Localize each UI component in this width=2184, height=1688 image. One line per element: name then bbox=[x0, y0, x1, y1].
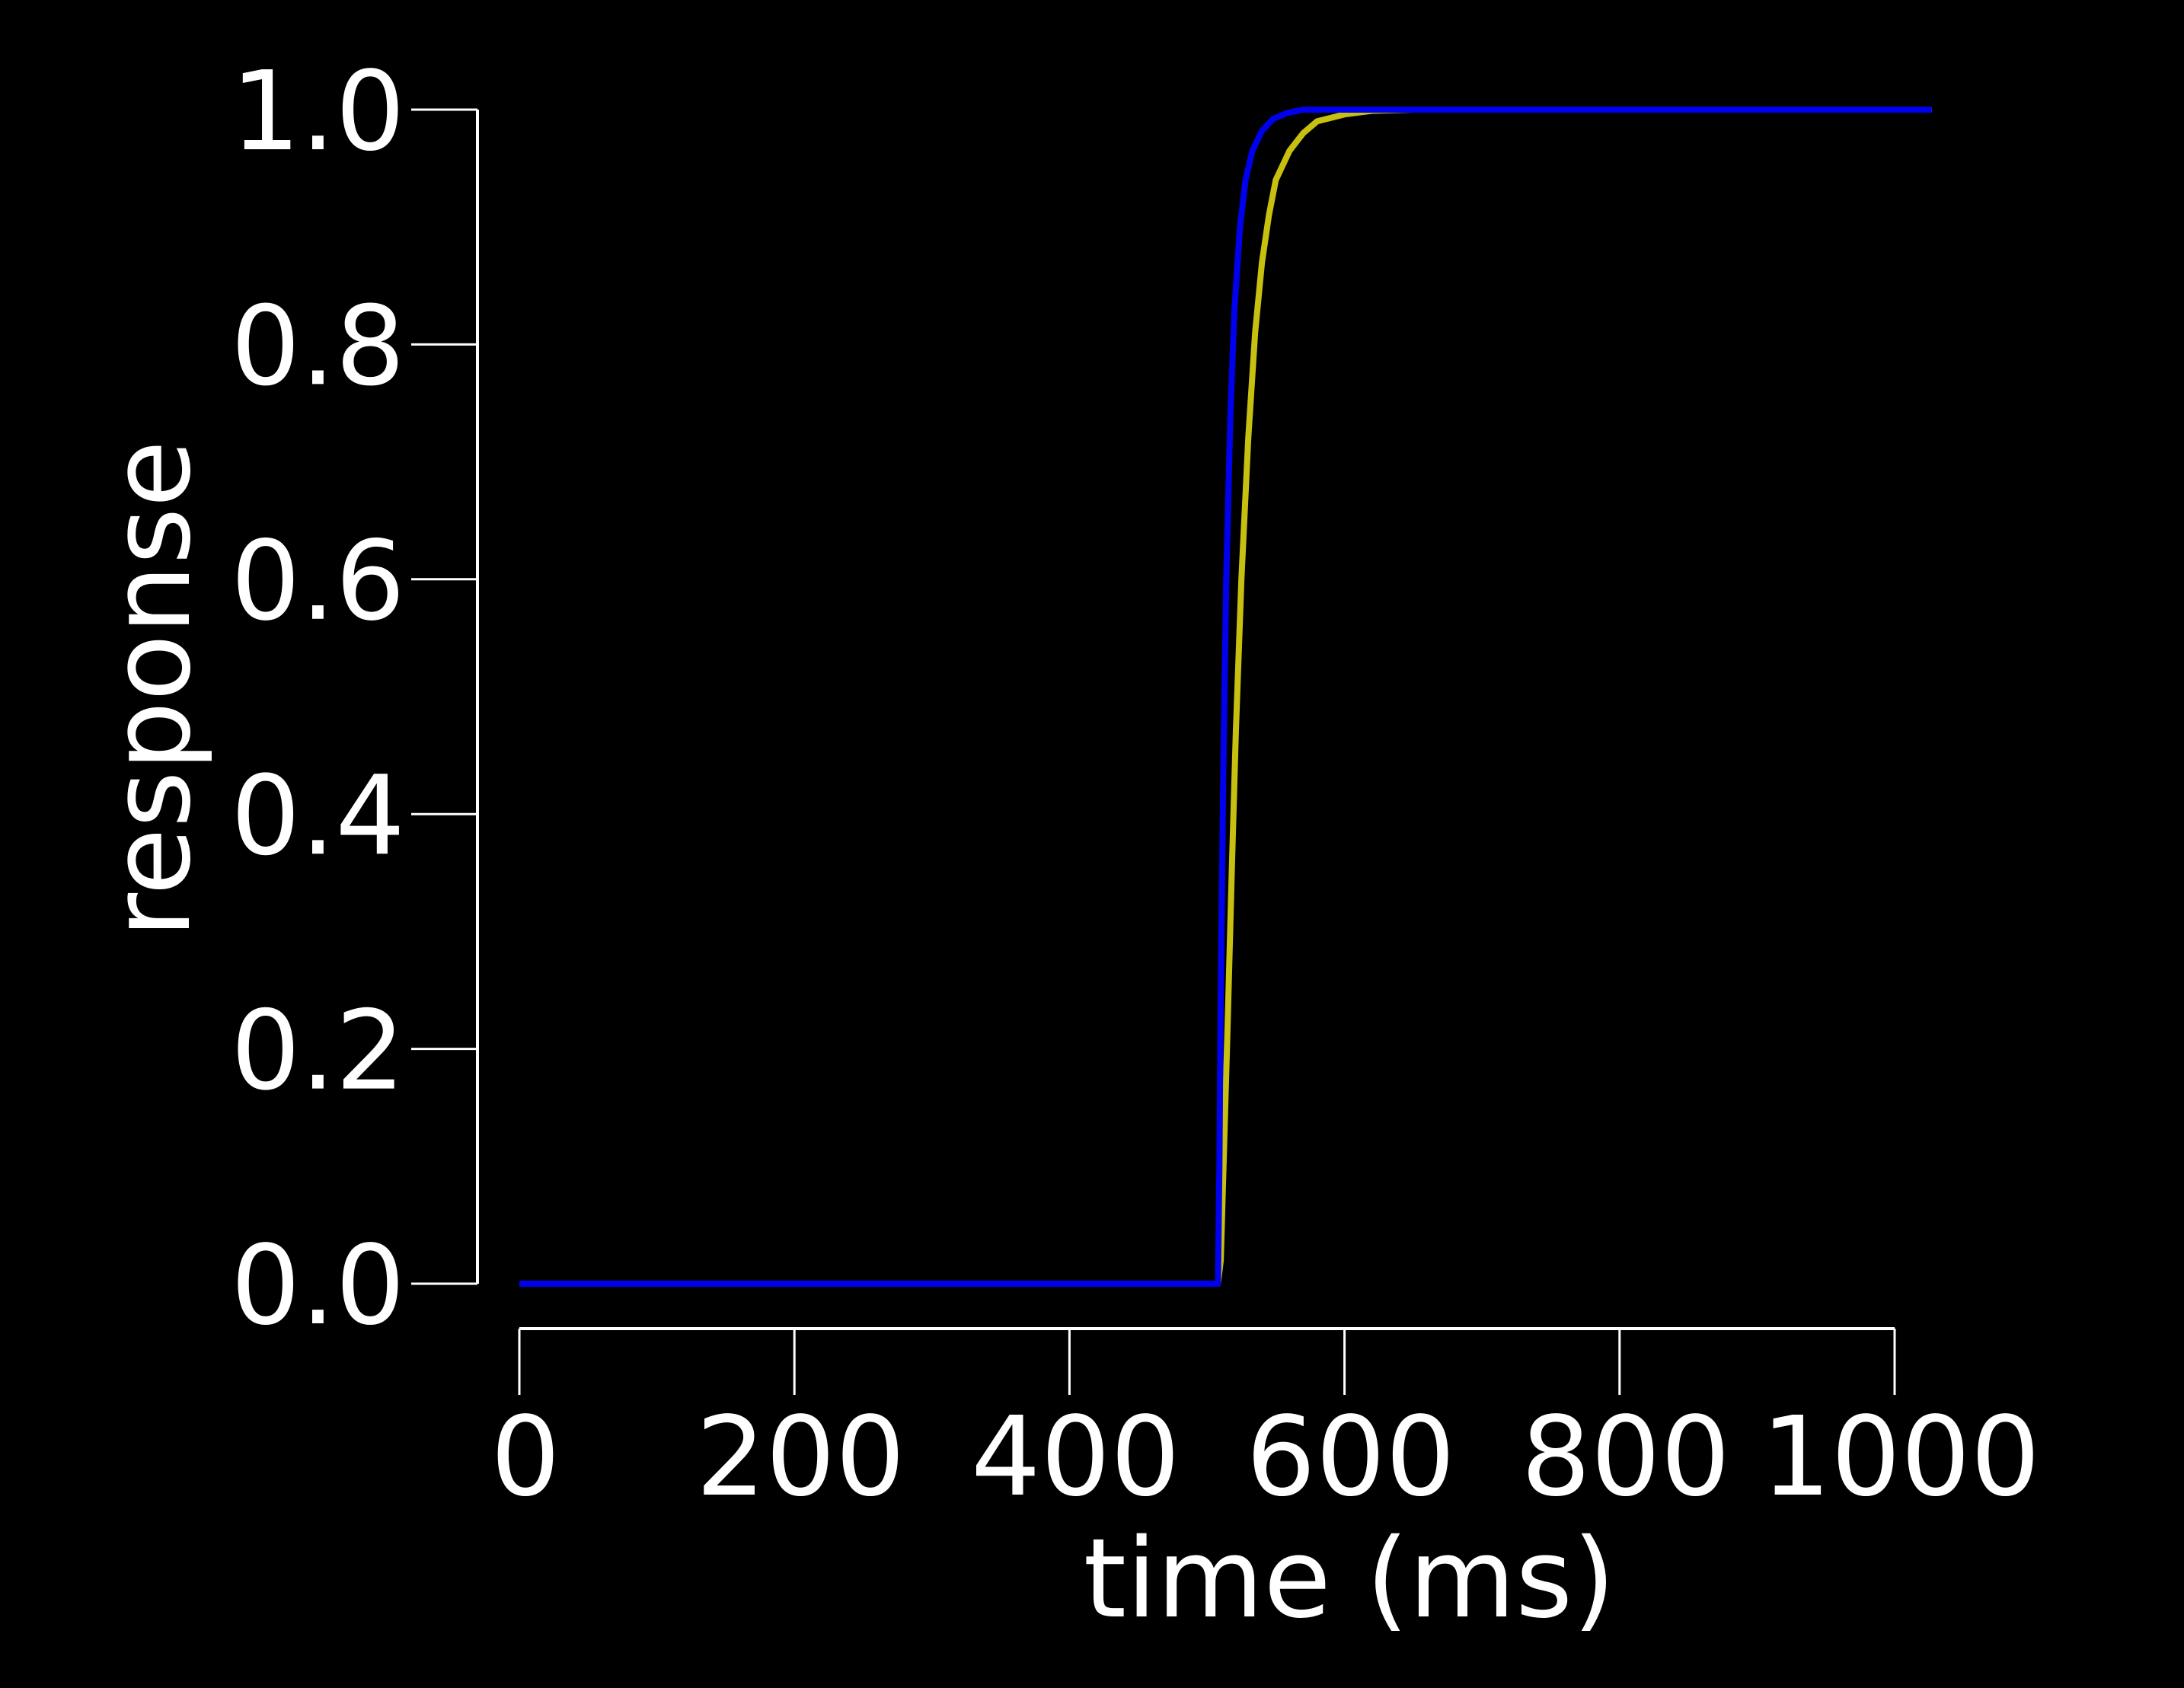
y-tick-label: 0.0 bbox=[231, 1221, 405, 1349]
x-tick-label: 1000 bbox=[1761, 1393, 2040, 1520]
series-layer bbox=[519, 107, 1932, 1287]
x-tick-label: 600 bbox=[1246, 1393, 1455, 1520]
y-tick-label: 0.4 bbox=[231, 751, 405, 879]
x-tick-label: 400 bbox=[971, 1393, 1180, 1520]
y-axis-label: response bbox=[87, 440, 215, 938]
y-tick-label: 0.8 bbox=[231, 282, 405, 410]
x-axis-label: time (ms) bbox=[1084, 1514, 1616, 1642]
y-axis: 0.0 0.2 0.4 0.6 0.8 1.0 bbox=[231, 47, 479, 1349]
x-tick-label: 0 bbox=[490, 1393, 560, 1520]
x-tick-label: 200 bbox=[696, 1393, 905, 1520]
y-tick-label: 1.0 bbox=[231, 47, 405, 175]
x-axis: 0 200 400 600 800 1000 bbox=[490, 1327, 2040, 1520]
y-tick-label: 0.6 bbox=[231, 517, 405, 645]
x-tick-label: 800 bbox=[1521, 1393, 1730, 1520]
series-line-2 bbox=[519, 107, 1932, 1287]
y-tick-label: 0.2 bbox=[231, 987, 405, 1115]
